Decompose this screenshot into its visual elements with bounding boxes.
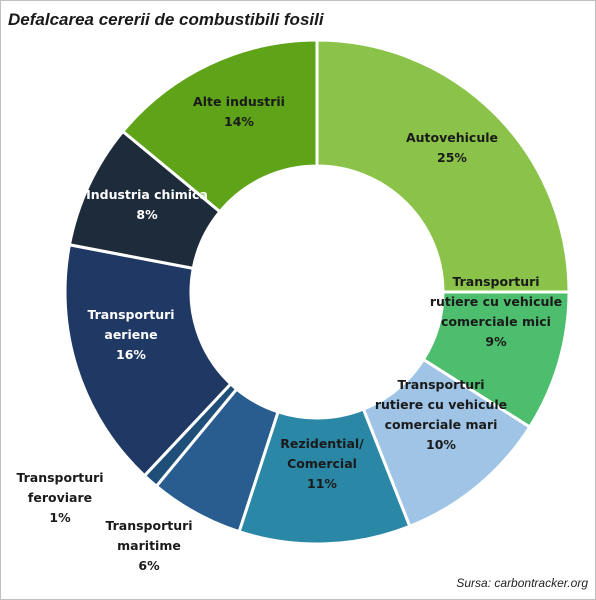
slice-label: Transporturi aeriene 16%: [87, 307, 174, 362]
source-note: Sursa: carbontracker.org: [456, 576, 588, 590]
slice-label: Transporturi rutiere cu vehicule comercial…: [375, 377, 507, 452]
slice-label: Transporturi feroviare 1%: [16, 470, 103, 525]
slice-label: Transporturi maritime 6%: [105, 518, 192, 573]
chart-title: Defalcarea cererii de combustibili fosil…: [8, 10, 324, 29]
slice-label: Transporturi rutiere cu vehicule comercial…: [430, 274, 562, 349]
donut-hole: [192, 167, 442, 417]
slice-label: Alte industrii 14%: [193, 94, 285, 129]
slice-label: Industria chimica 8%: [86, 187, 208, 222]
slice-label: Rezidential/Comercial 11%: [280, 436, 364, 491]
slice-alte-industrii: [120, 38, 319, 214]
slice-autovehicule: [315, 38, 571, 294]
slice-transporturi-aeriene: [63, 243, 233, 478]
slice-label: Autovehicule 25%: [406, 130, 498, 165]
